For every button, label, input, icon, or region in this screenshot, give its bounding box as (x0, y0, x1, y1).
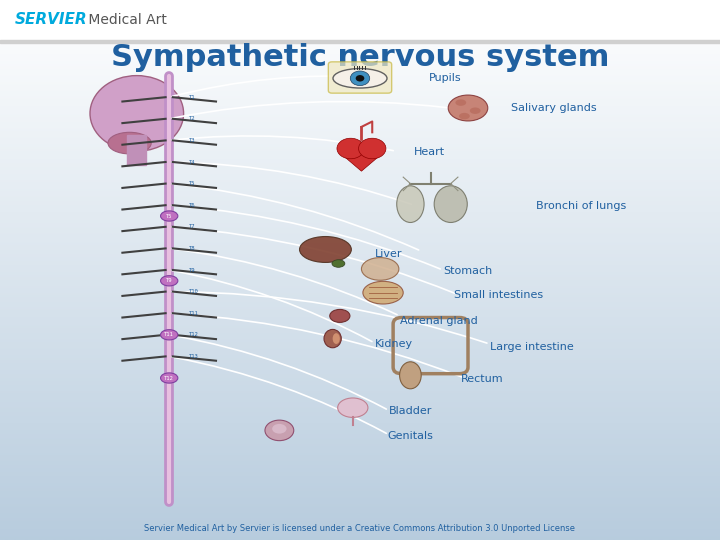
Text: Large intestine: Large intestine (490, 342, 573, 352)
Text: T3: T3 (189, 138, 196, 143)
Ellipse shape (350, 71, 370, 85)
Ellipse shape (459, 113, 470, 119)
Text: T8: T8 (189, 246, 196, 251)
Text: Heart: Heart (414, 147, 445, 157)
Text: Bladder: Bladder (389, 407, 432, 416)
Ellipse shape (330, 309, 350, 322)
Ellipse shape (161, 373, 178, 383)
Text: T5: T5 (189, 181, 196, 186)
Bar (0, 40, 720, 43)
Text: Stomach: Stomach (443, 266, 492, 276)
Text: Adrenal gland: Adrenal gland (400, 316, 477, 326)
Text: T9: T9 (166, 278, 173, 284)
Ellipse shape (337, 138, 364, 159)
Ellipse shape (161, 275, 178, 286)
Text: Genitals: Genitals (387, 431, 433, 441)
Ellipse shape (359, 138, 386, 159)
Ellipse shape (108, 132, 151, 154)
Text: Salivary glands: Salivary glands (511, 103, 597, 113)
Ellipse shape (161, 329, 178, 340)
Text: Small intestines: Small intestines (454, 291, 543, 300)
Ellipse shape (470, 107, 481, 114)
Text: T11: T11 (189, 310, 199, 316)
Ellipse shape (333, 333, 340, 344)
Ellipse shape (434, 186, 467, 222)
Ellipse shape (361, 258, 399, 280)
Text: Pupils: Pupils (428, 73, 461, 83)
Polygon shape (340, 153, 383, 171)
Bar (0, 0, 720, 40)
Text: Kidney: Kidney (374, 339, 413, 349)
FancyBboxPatch shape (328, 62, 392, 93)
Text: SERVIER: SERVIER (14, 12, 87, 28)
Bar (127, 135, 146, 165)
Ellipse shape (338, 398, 368, 417)
Ellipse shape (161, 211, 178, 221)
Ellipse shape (356, 75, 364, 82)
Text: T10: T10 (189, 289, 199, 294)
Text: T6: T6 (189, 202, 196, 208)
Text: T2: T2 (189, 116, 196, 122)
Text: T7: T7 (189, 224, 196, 230)
Text: T9: T9 (189, 267, 196, 273)
Text: Bronchi of lungs: Bronchi of lungs (536, 201, 626, 211)
Ellipse shape (363, 281, 403, 304)
Ellipse shape (272, 424, 287, 434)
Ellipse shape (332, 260, 345, 267)
Ellipse shape (265, 420, 294, 441)
Text: T4: T4 (189, 159, 196, 165)
Ellipse shape (400, 362, 421, 389)
Text: Servier Medical Art by Servier is licensed under a Creative Commons Attribution : Servier Medical Art by Servier is licens… (145, 524, 575, 532)
Ellipse shape (448, 95, 488, 121)
Ellipse shape (333, 69, 387, 88)
Ellipse shape (456, 99, 467, 106)
Text: Sympathetic nervous system: Sympathetic nervous system (111, 43, 609, 72)
Text: Medical Art: Medical Art (84, 13, 166, 27)
Text: T12: T12 (189, 332, 199, 338)
Text: T1: T1 (189, 94, 196, 100)
Text: T11: T11 (164, 332, 174, 338)
Ellipse shape (397, 186, 424, 222)
Text: T5: T5 (166, 213, 173, 219)
Ellipse shape (90, 76, 184, 151)
Text: T12: T12 (164, 375, 174, 381)
Text: Liver: Liver (374, 249, 402, 259)
Text: Rectum: Rectum (461, 374, 503, 384)
Text: T13: T13 (189, 354, 199, 359)
Ellipse shape (300, 237, 351, 262)
Ellipse shape (324, 329, 341, 348)
